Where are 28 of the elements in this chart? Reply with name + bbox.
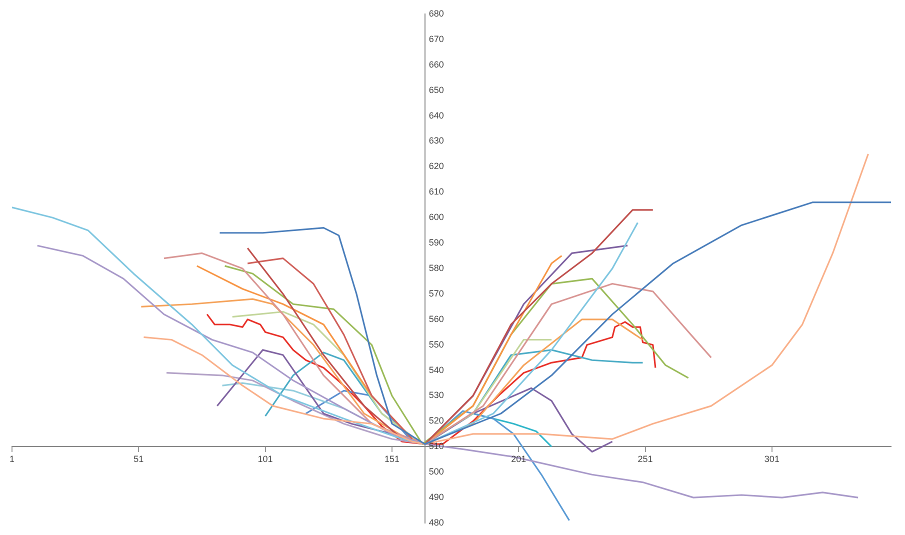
y-tick-label: 590 [428, 238, 444, 248]
y-tick-label: 540 [428, 364, 444, 375]
y-tick-label: 550 [428, 339, 444, 350]
y-tick-label: 620 [428, 161, 444, 172]
x-tick-label: 101 [258, 454, 273, 464]
x-tick-label: 1 [9, 454, 15, 464]
y-tick-label: 610 [428, 186, 444, 197]
y-tick-label: 680 [428, 8, 444, 18]
y-tick-label: 630 [428, 136, 444, 146]
y-tick-label: 500 [428, 466, 444, 477]
y-tick-label: 490 [428, 492, 444, 502]
x-tick-label: 201 [511, 454, 526, 464]
y-tick-label: 530 [428, 390, 444, 400]
y-tick-label: 660 [428, 59, 444, 70]
y-tick-label: 670 [428, 34, 444, 44]
y-tick-label: 570 [428, 288, 444, 298]
y-tick-label: 580 [428, 262, 444, 273]
y-tick-label: 560 [428, 314, 444, 324]
y-tick-label: 640 [428, 110, 444, 120]
y-tick-label: 480 [428, 517, 444, 528]
y-tick-label: 600 [428, 212, 444, 222]
y-tick-label: 520 [428, 416, 444, 426]
y-tick-label: 510 [428, 441, 444, 452]
x-tick-label: 301 [764, 454, 780, 464]
x-tick-label: 251 [638, 454, 653, 464]
y-tick-label: 650 [428, 84, 444, 95]
x-tick-label: 151 [384, 454, 400, 464]
x-tick-label: 51 [134, 454, 144, 464]
